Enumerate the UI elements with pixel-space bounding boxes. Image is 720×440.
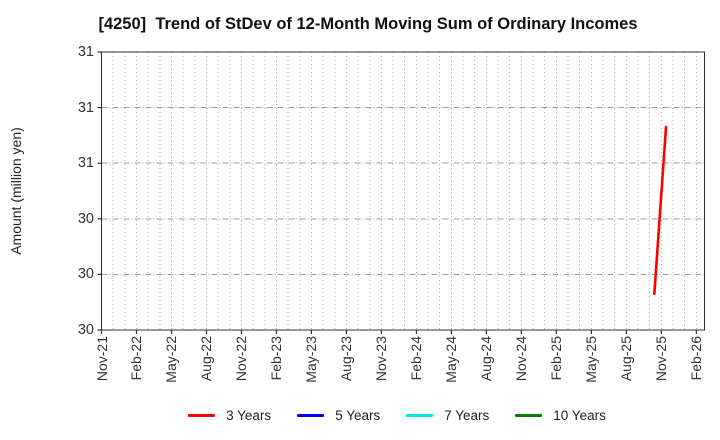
x-tick-label: May-22 <box>163 336 180 383</box>
x-tick-label: Aug-22 <box>198 336 215 382</box>
legend-item-3-years: 3 Years <box>188 408 271 423</box>
series-line-3-years <box>653 125 668 296</box>
legend-label-10-years: 10 Years <box>553 407 606 423</box>
legend: 3 Years 5 Years 7 Years 10 Years <box>74 405 720 425</box>
y-tick-label: 31 <box>77 99 94 116</box>
x-tick-label: Feb-25 <box>548 336 565 381</box>
x-tick-label: Nov-23 <box>373 336 390 382</box>
x-tick-label: May-24 <box>443 336 460 383</box>
y-tick-label: 30 <box>77 266 94 283</box>
plot-border <box>100 51 706 331</box>
chart-title: [4250] Trend of StDev of 12-Month Moving… <box>98 15 638 33</box>
x-tick-label: Feb-23 <box>268 336 285 381</box>
legend-label-3-years: 3 Years <box>226 407 272 423</box>
legend-label-5-years: 5 Years <box>335 407 381 423</box>
legend-swatch-7-years <box>406 413 434 417</box>
legend-swatch-10-years <box>515 413 543 417</box>
y-tick-label: 31 <box>77 44 94 60</box>
y-tick-label: 31 <box>77 155 94 172</box>
x-tick-label: May-25 <box>583 336 600 383</box>
x-tick-label: Aug-24 <box>478 336 495 382</box>
legend-item-7-years: 7 Years <box>406 408 489 423</box>
legend-swatch-3-years <box>188 413 216 417</box>
y-tick-label: 30 <box>77 322 94 338</box>
x-tick-label: Feb-24 <box>408 336 425 381</box>
x-tick-label: Aug-25 <box>618 336 635 382</box>
legend-item-5-years: 5 Years <box>297 408 380 423</box>
x-tick-label: Nov-21 <box>93 336 110 382</box>
y-tick-label: 30 <box>77 210 94 227</box>
x-tick-label: Feb-22 <box>128 336 145 381</box>
legend-item-10-years: 10 Years <box>515 408 606 423</box>
x-tick-label: Nov-24 <box>513 336 530 382</box>
legend-label-7-years: 7 Years <box>444 407 490 423</box>
x-tick-label: Nov-22 <box>233 336 250 382</box>
x-tick-label: May-23 <box>303 336 320 383</box>
x-tick-label: Feb-26 <box>688 336 705 381</box>
legend-swatch-5-years <box>297 413 325 417</box>
x-tick-label: Aug-23 <box>338 336 355 382</box>
x-tick-label: Nov-25 <box>653 336 670 382</box>
